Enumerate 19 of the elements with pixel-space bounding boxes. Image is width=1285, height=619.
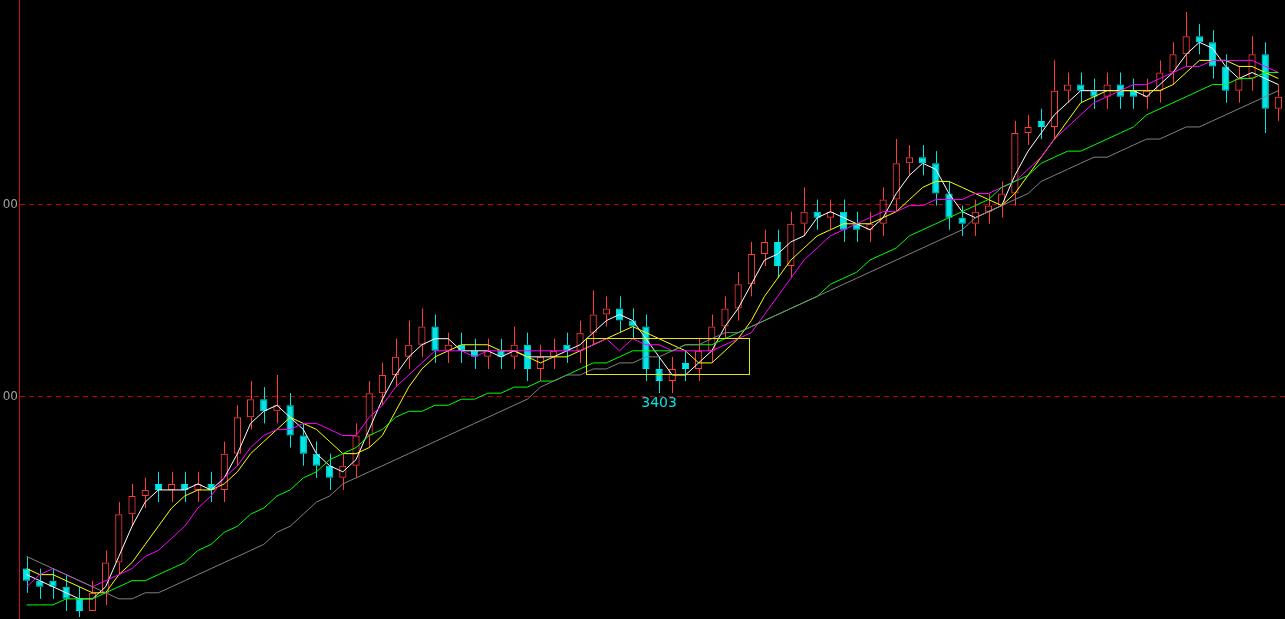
candlestick: [312, 441, 321, 479]
candlestick: [1222, 53, 1230, 104]
candlestick: [260, 386, 268, 424]
candlestick: [49, 568, 57, 600]
candlestick: [431, 314, 439, 364]
candlestick: [1077, 72, 1085, 104]
annotation: 3403: [641, 393, 677, 410]
candlestick: [326, 453, 334, 491]
candlestick: [36, 568, 44, 600]
candlestick: [1195, 23, 1203, 55]
candlestick: [655, 356, 663, 394]
text: 00: [2, 388, 18, 403]
candlestick: [958, 205, 966, 237]
candlestick: [919, 144, 927, 176]
text: 00: [2, 196, 18, 211]
candlestick: [299, 422, 307, 467]
candlestick: [1129, 78, 1138, 110]
candlestick: [75, 586, 83, 618]
candlestick: [1090, 78, 1098, 110]
